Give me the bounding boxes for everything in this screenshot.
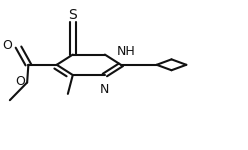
Text: O: O (15, 75, 25, 88)
Text: S: S (68, 8, 77, 22)
Text: O: O (2, 39, 12, 52)
Text: NH: NH (117, 45, 135, 58)
Text: N: N (100, 82, 110, 96)
